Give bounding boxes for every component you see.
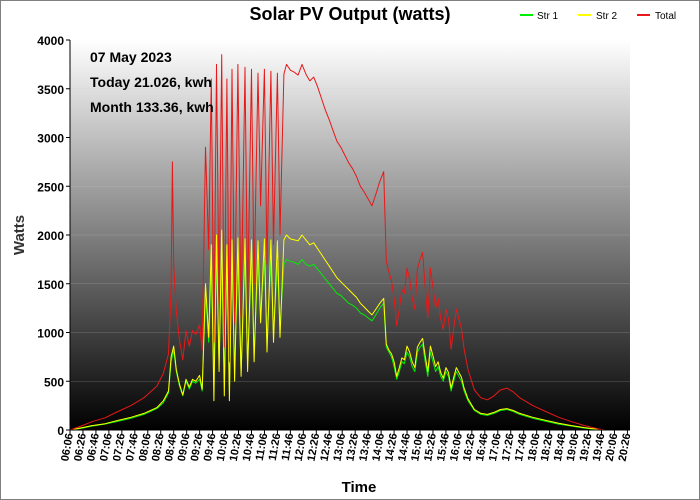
x-tick-label: 07:26 — [111, 432, 128, 462]
x-tick-label: 20:06 — [604, 432, 621, 462]
x-tick-label: 10:46 — [241, 432, 258, 462]
x-tick-label: 10:06 — [215, 432, 232, 462]
legend-label-str1: Str 1 — [537, 11, 559, 22]
grid-lines — [70, 88, 630, 382]
x-axis-label: Time — [342, 479, 377, 496]
y-tick-label: 1000 — [37, 327, 64, 341]
y-tick-label: 500 — [44, 375, 64, 389]
series-layer — [69, 54, 605, 431]
annotation-month: Month 133.36, kwh — [90, 99, 214, 115]
series-line-str-1 — [69, 254, 605, 431]
annotation-date: 07 May 2023 — [90, 49, 172, 65]
x-tick-label: 18:46 — [552, 432, 569, 462]
series-line-str-2 — [69, 229, 605, 431]
x-tick-label: 13:26 — [344, 432, 361, 462]
x-tick-label: 15:46 — [435, 432, 452, 462]
y-tick-label: 4000 — [37, 34, 64, 48]
x-tick-label: 17:06 — [487, 432, 504, 462]
y-tick-label: 1500 — [37, 278, 64, 292]
x-tick-label: 14:26 — [383, 432, 400, 462]
x-tick-label: 07:46 — [124, 432, 141, 462]
annotation-today: Today 21.026, kwh — [90, 74, 212, 90]
x-tick-label: 06:06 — [59, 432, 76, 462]
y-tick-label: 3500 — [37, 83, 64, 97]
x-tick-label: 18:06 — [526, 432, 543, 462]
y-tick-label: 2000 — [37, 229, 64, 243]
x-tick-label: 14:46 — [396, 432, 413, 462]
x-tick-label: 06:26 — [72, 432, 89, 462]
chart-title: Solar PV Output (watts) — [249, 4, 450, 24]
x-tick-label: 20:26 — [617, 432, 634, 462]
x-tick-label: 11:46 — [280, 432, 297, 461]
y-ticks: 0 500 1000 1500 2000 2500 3000 3500 4000 — [37, 34, 70, 438]
x-tick-label: 11:26 — [267, 432, 284, 461]
x-ticks: 06:0606:2606:4607:0607:2607:4608:0608:26… — [59, 430, 633, 462]
x-tick-label: 18:26 — [539, 432, 556, 462]
x-tick-label: 07:06 — [98, 432, 115, 462]
x-tick-label: 19:26 — [578, 432, 595, 462]
x-tick-label: 09:26 — [189, 432, 206, 462]
legend: Str 1 Str 2 Total — [520, 11, 676, 22]
x-tick-label: 16:26 — [461, 432, 478, 462]
x-tick-label: 08:46 — [163, 432, 180, 462]
x-tick-label: 12:46 — [319, 432, 336, 462]
x-tick-label: 08:26 — [150, 432, 167, 462]
x-tick-label: 14:06 — [370, 432, 387, 462]
y-axis-label: Watts — [11, 215, 28, 255]
legend-label-total: Total — [655, 11, 676, 22]
x-tick-label: 19:06 — [565, 432, 582, 462]
x-tick-label: 11:06 — [254, 432, 271, 461]
x-tick-label: 13:46 — [357, 432, 374, 462]
x-tick-label: 12:06 — [293, 432, 310, 462]
x-tick-label: 12:26 — [306, 432, 323, 462]
x-tick-label: 17:26 — [500, 432, 517, 462]
x-tick-label: 15:06 — [409, 432, 426, 462]
y-tick-label: 3000 — [37, 132, 64, 146]
x-tick-label: 09:06 — [176, 432, 193, 462]
x-tick-label: 16:46 — [474, 432, 491, 462]
y-tick-label: 2500 — [37, 180, 64, 194]
x-tick-label: 10:26 — [228, 432, 245, 462]
x-tick-label: 19:46 — [591, 432, 608, 462]
series-line-total — [69, 54, 605, 431]
x-tick-label: 09:46 — [202, 432, 219, 462]
x-tick-label: 17:46 — [513, 432, 530, 462]
plot-area — [70, 40, 630, 430]
x-tick-label: 13:06 — [331, 432, 348, 462]
x-tick-label: 08:06 — [137, 432, 154, 462]
x-tick-label: 16:06 — [448, 432, 465, 462]
legend-label-str2: Str 2 — [596, 11, 618, 22]
y-tick-label: 0 — [57, 424, 64, 438]
x-tick-label: 06:46 — [85, 432, 102, 462]
x-tick-label: 15:26 — [422, 432, 439, 462]
